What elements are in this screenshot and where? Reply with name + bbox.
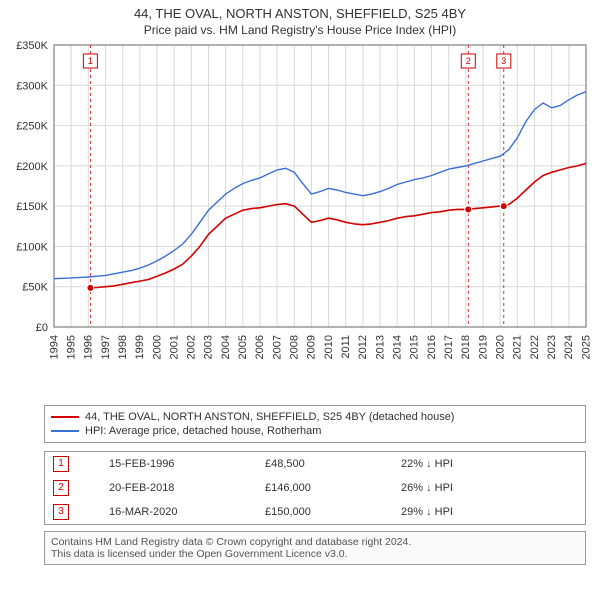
legend-item: 44, THE OVAL, NORTH ANSTON, SHEFFIELD, S… bbox=[51, 410, 579, 424]
svg-text:2014: 2014 bbox=[392, 335, 404, 359]
svg-text:2019: 2019 bbox=[477, 335, 489, 359]
svg-text:2010: 2010 bbox=[323, 335, 335, 359]
svg-text:1995: 1995 bbox=[65, 335, 77, 359]
svg-text:1997: 1997 bbox=[100, 335, 112, 359]
svg-text:2002: 2002 bbox=[186, 335, 198, 359]
chart-svg: £0 £50K £100K £150K £200K £250K £300K £350K 1994… bbox=[0, 39, 600, 399]
svg-text:2009: 2009 bbox=[306, 335, 318, 359]
svg-text:2013: 2013 bbox=[374, 335, 386, 359]
table-row: 1 15-FEB-1996£48,50022% ↓ HPI bbox=[45, 452, 586, 477]
svg-text:2025: 2025 bbox=[580, 335, 592, 359]
sale-diff: 26% ↓ HPI bbox=[393, 476, 586, 500]
svg-text:2003: 2003 bbox=[203, 335, 215, 359]
sale-date: 20-FEB-2018 bbox=[101, 476, 257, 500]
svg-text:1996: 1996 bbox=[83, 335, 95, 359]
legend-swatch bbox=[51, 430, 79, 432]
sale-badge: 1 bbox=[53, 456, 69, 472]
svg-text:2: 2 bbox=[466, 56, 471, 66]
svg-text:2004: 2004 bbox=[220, 335, 232, 359]
attribution: Contains HM Land Registry data © Crown c… bbox=[44, 531, 586, 565]
title-sub: Price paid vs. HM Land Registry's House … bbox=[10, 23, 590, 37]
svg-text:2024: 2024 bbox=[563, 335, 575, 359]
title-main: 44, THE OVAL, NORTH ANSTON, SHEFFIELD, S… bbox=[10, 6, 590, 21]
svg-text:1: 1 bbox=[88, 56, 93, 66]
attribution-line: This data is licensed under the Open Gov… bbox=[51, 548, 579, 560]
legend-item: HPI: Average price, detached house, Roth… bbox=[51, 424, 579, 438]
svg-text:£300K: £300K bbox=[16, 80, 48, 92]
sales-table: 1 15-FEB-1996£48,50022% ↓ HPI 2 20-FEB-2018… bbox=[44, 451, 586, 525]
attribution-line: Contains HM Land Registry data © Crown c… bbox=[51, 536, 579, 548]
svg-text:£150K: £150K bbox=[16, 201, 48, 213]
svg-text:2008: 2008 bbox=[289, 335, 301, 359]
chart-area: £0 £50K £100K £150K £200K £250K £300K £350K 1994… bbox=[0, 39, 600, 399]
svg-text:2001: 2001 bbox=[168, 335, 180, 359]
svg-text:£100K: £100K bbox=[16, 241, 48, 253]
sale-price: £48,500 bbox=[257, 452, 393, 477]
svg-text:2016: 2016 bbox=[426, 335, 438, 359]
svg-text:£200K: £200K bbox=[16, 161, 48, 173]
svg-text:2006: 2006 bbox=[254, 335, 266, 359]
svg-text:£350K: £350K bbox=[16, 40, 48, 52]
svg-text:2018: 2018 bbox=[460, 335, 472, 359]
svg-text:1994: 1994 bbox=[48, 335, 60, 359]
sale-badge: 3 bbox=[53, 504, 69, 520]
sale-date: 15-FEB-1996 bbox=[101, 452, 257, 477]
svg-text:2015: 2015 bbox=[409, 335, 421, 359]
svg-text:2022: 2022 bbox=[529, 335, 541, 359]
sale-price: £150,000 bbox=[257, 500, 393, 525]
svg-text:£50K: £50K bbox=[22, 282, 48, 294]
sale-date: 16-MAR-2020 bbox=[101, 500, 257, 525]
svg-text:3: 3 bbox=[501, 56, 506, 66]
sale-diff: 22% ↓ HPI bbox=[393, 452, 586, 477]
svg-text:2023: 2023 bbox=[546, 335, 558, 359]
legend: 44, THE OVAL, NORTH ANSTON, SHEFFIELD, S… bbox=[44, 405, 586, 443]
svg-text:£250K: £250K bbox=[16, 121, 48, 133]
sale-price: £146,000 bbox=[257, 476, 393, 500]
sale-badge: 2 bbox=[53, 480, 69, 496]
svg-text:£0: £0 bbox=[36, 322, 48, 334]
svg-text:2021: 2021 bbox=[512, 335, 524, 359]
svg-text:2012: 2012 bbox=[357, 335, 369, 359]
svg-text:2011: 2011 bbox=[340, 335, 352, 359]
svg-text:2007: 2007 bbox=[271, 335, 283, 359]
svg-text:2005: 2005 bbox=[237, 335, 249, 359]
svg-text:2020: 2020 bbox=[494, 335, 506, 359]
sale-diff: 29% ↓ HPI bbox=[393, 500, 586, 525]
svg-text:2000: 2000 bbox=[151, 335, 163, 359]
titles: 44, THE OVAL, NORTH ANSTON, SHEFFIELD, S… bbox=[0, 0, 600, 39]
table-row: 2 20-FEB-2018£146,00026% ↓ HPI bbox=[45, 476, 586, 500]
svg-text:2017: 2017 bbox=[443, 335, 455, 359]
table-row: 3 16-MAR-2020£150,00029% ↓ HPI bbox=[45, 500, 586, 525]
svg-text:1998: 1998 bbox=[117, 335, 129, 359]
svg-text:1999: 1999 bbox=[134, 335, 146, 359]
legend-swatch bbox=[51, 416, 79, 418]
legend-label: HPI: Average price, detached house, Roth… bbox=[85, 425, 321, 437]
legend-label: 44, THE OVAL, NORTH ANSTON, SHEFFIELD, S… bbox=[85, 411, 454, 423]
chart-container: 44, THE OVAL, NORTH ANSTON, SHEFFIELD, S… bbox=[0, 0, 600, 565]
